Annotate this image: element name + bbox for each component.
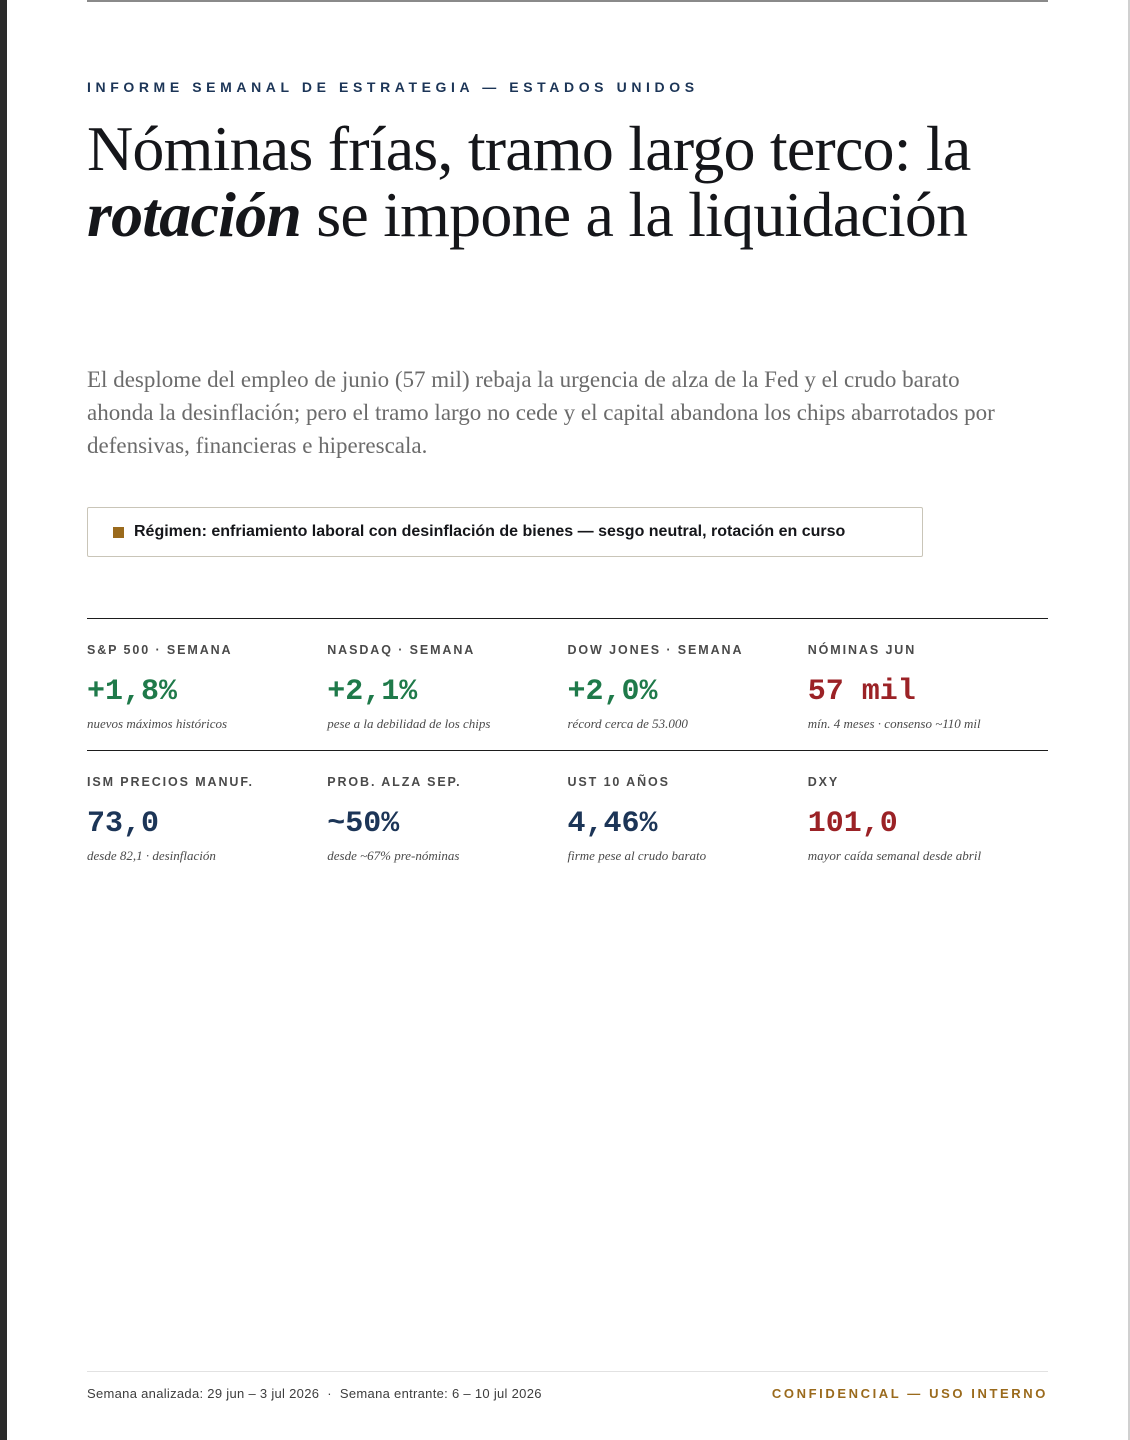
stats-row-markets: S&P 500 · SEMANA +1,8% nuevos máximos hist… bbox=[87, 642, 1048, 732]
stat-label: UST 10 AÑOS bbox=[567, 775, 670, 789]
stat-cell: UST 10 AÑOS 4,46% firme pese al crudo bara… bbox=[568, 774, 808, 864]
stat-value: 57 mil bbox=[807, 675, 916, 709]
stat-value: +1,8% bbox=[87, 675, 178, 709]
headline-emphasis: rotación bbox=[87, 179, 302, 250]
footer-upcoming-week: Semana entrante: 6 – 10 jul 2026 bbox=[339, 1386, 542, 1401]
stat-cell: DOW JONES · SEMANA +2,0% récord cerca de 5… bbox=[568, 642, 808, 732]
stat-value: 101,0 bbox=[807, 807, 898, 841]
stat-note: desde 82,1 · desinflación bbox=[87, 848, 216, 863]
stat-note: firme pese al crudo barato bbox=[567, 848, 707, 863]
footer-analyzed-week: Semana analizada: 29 jun – 3 jul 2026 bbox=[87, 1386, 320, 1401]
stat-value: +2,0% bbox=[567, 675, 658, 709]
stat-note: mayor caída semanal desde abril bbox=[807, 848, 982, 863]
regime-marker-icon bbox=[113, 526, 124, 538]
stat-cell: NASDAQ · SEMANA +2,1% pese a la debilidad … bbox=[327, 642, 567, 732]
report-kicker: INFORME SEMANAL DE ESTRATEGIA — ESTADOS … bbox=[87, 79, 699, 95]
stat-value: +2,1% bbox=[327, 675, 418, 709]
stat-note: desde ~67% pre-nóminas bbox=[327, 848, 460, 863]
footer-separator: · bbox=[327, 1386, 332, 1401]
stat-value: 73,0 bbox=[87, 807, 160, 841]
stat-value: ~50% bbox=[327, 807, 400, 841]
summary-dek: El desplome del empleo de junio (57 mil)… bbox=[87, 367, 995, 458]
stat-cell: PROB. ALZA SEP. ~50% desde ~67% pre-nómina… bbox=[327, 774, 567, 864]
stat-label: ISM PRECIOS MANUF. bbox=[87, 775, 254, 789]
stat-label: S&P 500 · SEMANA bbox=[87, 643, 233, 657]
regime-callout: Régimen: enfriamiento laboral con desinf… bbox=[87, 507, 923, 557]
headline-part-1: Nóminas frías, tramo largo terco: la bbox=[87, 113, 971, 184]
stat-cell: NÓMINAS JUN 57 mil mín. 4 meses · consenso… bbox=[808, 642, 1048, 732]
confidential-label: CONFIDENCIAL — USO INTERNO bbox=[771, 1386, 1048, 1401]
regime-text: Régimen: enfriamiento laboral con desinf… bbox=[134, 523, 846, 540]
footer-dates: Semana analizada: 29 jun – 3 jul 2026 · Se… bbox=[87, 1386, 542, 1401]
stat-cell: S&P 500 · SEMANA +1,8% nuevos máximos hist… bbox=[87, 642, 327, 732]
stat-note: mín. 4 meses · consenso ~110 mil bbox=[807, 716, 981, 731]
stat-label: NÓMINAS JUN bbox=[807, 643, 917, 657]
stat-cell: ISM PRECIOS MANUF. 73,0 desde 82,1 · desin… bbox=[87, 774, 327, 864]
window-edge-left bbox=[0, 0, 7, 1440]
footer-rule bbox=[87, 1371, 1048, 1372]
stat-label: NASDAQ · SEMANA bbox=[327, 643, 476, 657]
stat-note: récord cerca de 53.000 bbox=[567, 716, 688, 731]
stats-rule-middle bbox=[87, 750, 1048, 751]
stat-cell: DXY 101,0 mayor caída semanal desde abril bbox=[808, 774, 1048, 864]
top-rule bbox=[87, 0, 1048, 2]
stat-label: DXY bbox=[807, 775, 840, 789]
headline: Nóminas frías, tramo largo terco: la rot… bbox=[87, 116, 1048, 248]
stats-row-macro: ISM PRECIOS MANUF. 73,0 desde 82,1 · desin… bbox=[87, 774, 1048, 864]
stat-note: pese a la debilidad de los chips bbox=[327, 716, 491, 731]
stat-label: PROB. ALZA SEP. bbox=[327, 775, 462, 789]
stats-rule-top bbox=[87, 618, 1048, 619]
stat-label: DOW JONES · SEMANA bbox=[567, 643, 744, 657]
headline-part-2: se impone a la liquidación bbox=[301, 179, 968, 250]
stat-value: 4,46% bbox=[567, 807, 658, 841]
stat-note: nuevos máximos históricos bbox=[87, 716, 228, 731]
window-edge-right bbox=[1128, 0, 1130, 1440]
